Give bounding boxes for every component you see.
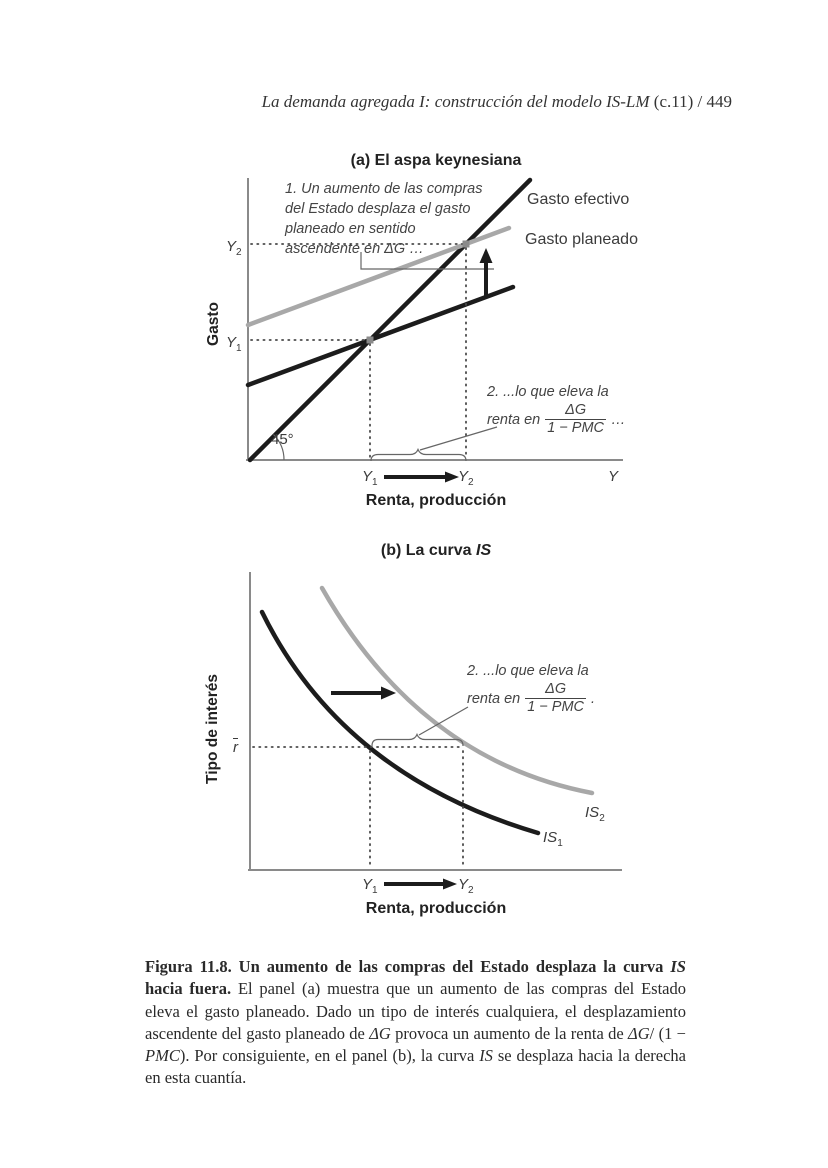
- annotation-2b-line1: 2. ...lo que eleva la: [467, 663, 589, 679]
- annotation-2a: 2. ...lo que eleva la renta en ΔG 1 − PM…: [487, 384, 626, 437]
- planned-expenditure-label: Gasto planeado: [525, 231, 638, 248]
- header-title: La demanda agregada I: construcción del …: [261, 92, 650, 111]
- tick-y1-a: Y1: [226, 334, 242, 354]
- annotation-2b-suffix: .: [591, 690, 596, 707]
- tick-xend-a: Y: [608, 468, 619, 485]
- equilibrium-point-1: [366, 336, 374, 344]
- shift-right-arrow-head: [381, 686, 396, 700]
- caption-lead: Figura 11.8. Un aumento de las compras d…: [145, 957, 671, 976]
- annotation-2b-prefix: renta en: [467, 690, 521, 707]
- annotation2a-pointer: [419, 426, 498, 451]
- panel-b-x-axis-label: Renta, producción: [365, 900, 507, 917]
- delta-brace-b: [371, 732, 464, 747]
- panel-a-y-axis-label: Gasto: [205, 302, 222, 346]
- planned-expenditure-old-line: [245, 284, 516, 388]
- tick-x2-b: Y2: [458, 876, 474, 896]
- panel-b-title: (b) La curva IS: [380, 542, 492, 559]
- header-page-number: (c.11) / 449: [649, 92, 732, 111]
- shift-up-arrow-head: [479, 248, 493, 263]
- figure-caption: Figura 11.8. Un aumento de las compras d…: [145, 957, 687, 1088]
- is2-label: IS2: [585, 804, 605, 824]
- actual-expenditure-label: Gasto efectivo: [527, 191, 630, 208]
- angle-arc: [273, 434, 285, 461]
- annotation-2a-suffix: …: [611, 411, 626, 428]
- tick-y2-a: Y2: [226, 238, 242, 258]
- panel-a-title: (a) El aspa keynesiana: [350, 152, 522, 169]
- delta-brace-a: [370, 447, 467, 462]
- delta-g-fraction-b: ΔG 1 − PMC: [525, 681, 587, 715]
- annotation-2a-prefix: renta en: [487, 411, 541, 428]
- tick-x1-a: Y1: [362, 468, 378, 488]
- annotation-2b: 2. ...lo que eleva la renta en ΔG 1 − PM…: [467, 663, 595, 716]
- equilibrium-point-2: [462, 240, 470, 248]
- angle-label: 45°: [271, 431, 294, 448]
- annotation2b-pointer: [418, 706, 469, 736]
- is2-curve: [319, 585, 595, 796]
- tick-x1-b: Y1: [362, 876, 378, 896]
- tick-rbar: r: [233, 739, 238, 756]
- annotation1-connector: [360, 252, 494, 270]
- annotation-1: 1. Un aumento de las compras del Estado …: [285, 181, 483, 257]
- panel-b-y-axis-label: Tipo de interés: [204, 674, 221, 784]
- tick-x2-a: Y2: [458, 468, 474, 488]
- actual-expenditure-line: [247, 177, 533, 463]
- is1-label: IS1: [543, 829, 563, 849]
- x-shift-arrow-a-head: [445, 471, 459, 483]
- annotation-2a-line1: 2. ...lo que eleva la: [487, 384, 609, 400]
- x-shift-arrow-b-head: [443, 878, 457, 890]
- panel-a-x-axis-label: Renta, producción: [365, 492, 507, 509]
- page-header: La demanda agregada I: construcción del …: [232, 92, 732, 112]
- is1-curve: [259, 609, 541, 836]
- delta-g-fraction-a: ΔG 1 − PMC: [545, 402, 607, 436]
